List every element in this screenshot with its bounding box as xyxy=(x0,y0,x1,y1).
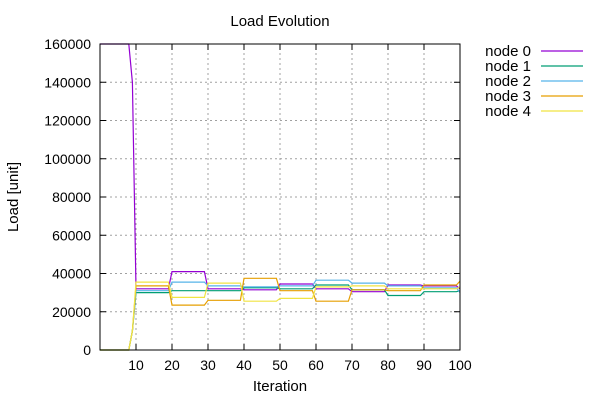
legend-label-node-2: node 2 xyxy=(485,73,531,90)
series-line-node-4 xyxy=(100,281,461,351)
x-tick-label: 100 xyxy=(448,357,472,373)
x-tick-label: 10 xyxy=(128,357,144,373)
y-tick-label: 20000 xyxy=(52,304,91,320)
x-tick-label: 80 xyxy=(380,357,396,373)
y-tick-label: 100000 xyxy=(44,151,91,167)
axis-ticks xyxy=(100,43,461,351)
x-tick-labels: 10 20 30 40 50 60 70 80 90 100 xyxy=(128,357,472,373)
legend-label-node-0: node 0 xyxy=(485,43,531,60)
legend-label-node-3: node 3 xyxy=(485,88,531,105)
legend-label-node-1: node 1 xyxy=(485,58,531,75)
y-axis-label: Load [unit] xyxy=(5,162,22,232)
x-tick-label: 60 xyxy=(308,357,324,373)
y-tick-labels: 0 20000 40000 60000 80000 100000 120000 140000 1… xyxy=(44,36,91,358)
series-line-node-3 xyxy=(100,277,461,351)
x-tick-label: 70 xyxy=(344,357,360,373)
legend-label-node-4: node 4 xyxy=(485,103,531,120)
x-tick-label: 50 xyxy=(272,357,288,373)
y-tick-label: 0 xyxy=(83,342,91,358)
y-tick-label: 120000 xyxy=(44,113,91,129)
series-line-node-1 xyxy=(100,284,461,351)
x-axis-label: Iteration xyxy=(253,378,307,395)
x-tick-label: 90 xyxy=(416,357,432,373)
y-tick-label: 60000 xyxy=(52,227,91,243)
series-lines xyxy=(100,43,461,351)
chart-title: Load Evolution xyxy=(230,13,329,30)
y-tick-label: 140000 xyxy=(44,74,91,90)
x-tick-label: 20 xyxy=(164,357,180,373)
y-tick-label: 80000 xyxy=(52,189,91,205)
y-tick-label: 40000 xyxy=(52,266,91,282)
x-tick-label: 40 xyxy=(236,357,252,373)
x-tick-label: 30 xyxy=(200,357,216,373)
y-tick-label: 160000 xyxy=(44,36,91,52)
